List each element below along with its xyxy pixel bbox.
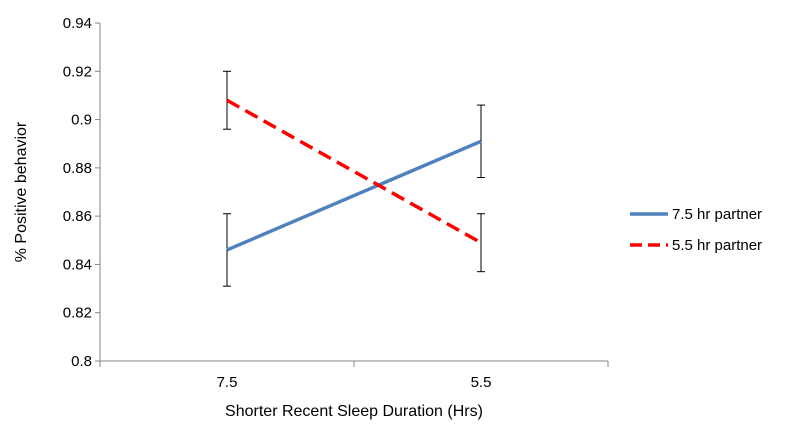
y-axis-title: % Positive behavior — [13, 121, 30, 262]
y-tick-label: 0.94 — [63, 15, 92, 32]
error-bars — [223, 70, 485, 287]
y-tick-label: 0.88 — [63, 160, 92, 177]
legend-label-2: 5.5 hr partner — [672, 237, 762, 254]
y-ticks: 0.8 0.82 0.84 0.86 0.88 0.9 0.92 0.94 — [63, 15, 100, 370]
y-tick-label: 0.8 — [71, 353, 92, 370]
x-axis-title: Shorter Recent Sleep Duration (Hrs) — [225, 403, 483, 420]
axes — [99, 23, 608, 362]
series-lines — [226, 98, 482, 252]
y-tick-label: 0.92 — [63, 63, 92, 80]
y-tick-label: 0.9 — [71, 112, 92, 129]
y-tick-label: 0.86 — [63, 208, 92, 225]
y-tick-label: 0.84 — [63, 256, 92, 273]
x-tick-label: 7.5 — [217, 374, 238, 391]
legend-label-1: 7.5 hr partner — [672, 206, 762, 223]
y-tick-label: 0.82 — [63, 305, 92, 322]
x-tick-label: 5.5 — [471, 374, 492, 391]
x-ticks: 7.5 5.5 — [99, 361, 609, 391]
series-line-2 — [226, 98, 482, 245]
series-line-1 — [226, 139, 482, 252]
legend: 7.5 hr partner 5.5 hr partner — [630, 206, 762, 254]
